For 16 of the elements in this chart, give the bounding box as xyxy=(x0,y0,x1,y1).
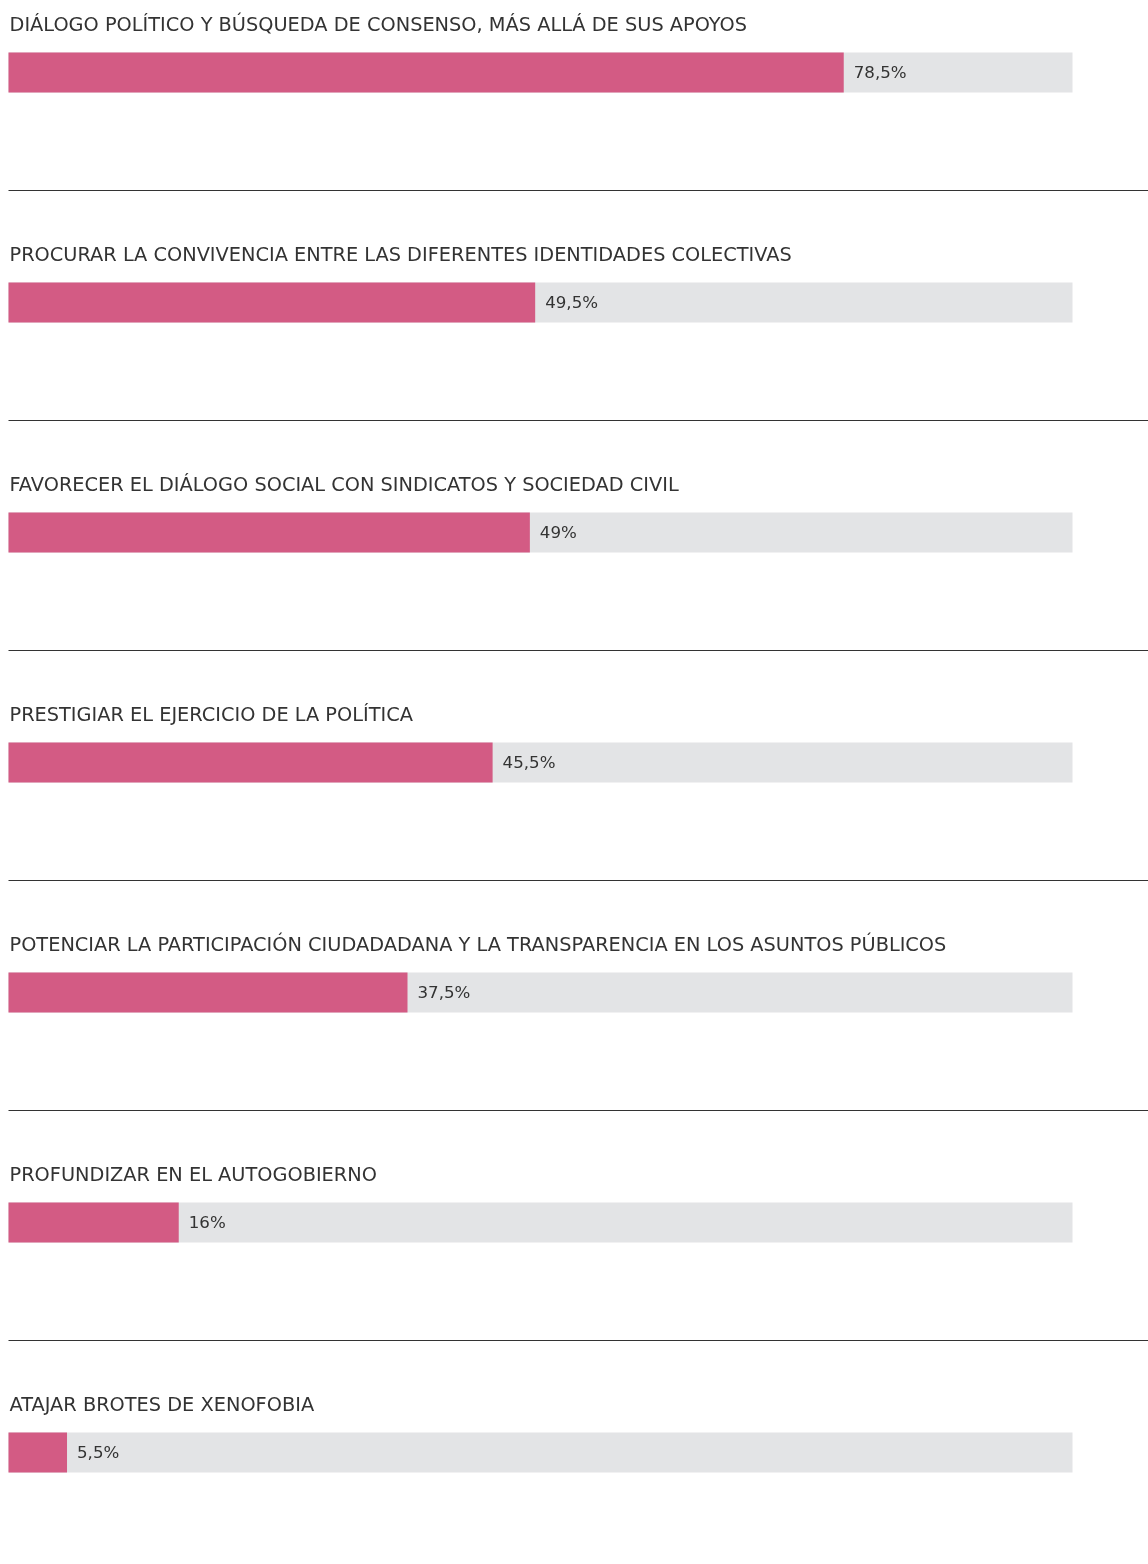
data-label: 5,5% xyxy=(77,1443,120,1462)
y-tick-label: FAVORECER EL DIÁLOGO SOCIAL CON SINDICATOS Y SOCIEDAD CIVIL xyxy=(9,473,679,496)
data-label: 16% xyxy=(188,1213,226,1232)
data-label: 49% xyxy=(539,523,577,542)
y-tick-label: DIÁLOGO POLÍTICO Y BÚSQUEDA DE CONSENSO, MÁS ALLÁ DE SUS APOYOS xyxy=(9,12,748,36)
bar xyxy=(8,1432,68,1473)
y-tick-label: PROCURAR LA CONVIVENCIA ENTRE LAS DIFERENTES IDENTIDADES COLECTIVAS xyxy=(9,243,792,266)
y-tick-label: ATAJAR BROTES DE XENOFOBIA xyxy=(9,1393,315,1416)
bar xyxy=(8,1202,179,1243)
data-label: 37,5% xyxy=(417,983,471,1002)
data-label: 49,5% xyxy=(545,293,599,312)
data-label: 78,5% xyxy=(853,63,907,82)
data-label: 45,5% xyxy=(502,753,556,772)
y-tick-label: PRESTIGIAR EL EJERCICIO DE LA POLÍTICA xyxy=(9,703,414,726)
y-tick-label: PROFUNDIZAR EN EL AUTOGOBIERNO xyxy=(9,1163,377,1186)
y-tick-label: POTENCIAR LA PARTICIPACIÓN CIUDADADANA Y LA TRANSPARENCIA EN LOS ASUNTOS PÚBLICOS xyxy=(9,932,947,956)
